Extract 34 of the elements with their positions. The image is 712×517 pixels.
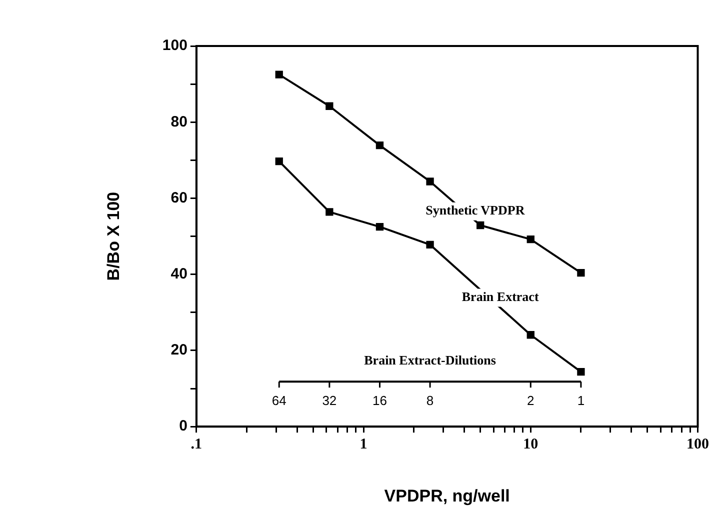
series-label: Brain Extract <box>462 289 540 304</box>
point <box>275 70 283 78</box>
annotation: 64 <box>272 393 286 408</box>
y-tick-label: 60 <box>170 189 188 206</box>
annotation: Brain Extract-Dilutions <box>364 352 496 368</box>
annotation: 1 <box>577 393 585 408</box>
y-tick-label: 20 <box>170 342 188 359</box>
point <box>426 240 434 248</box>
point <box>275 157 283 166</box>
point <box>526 331 534 339</box>
y-tick-label: 100 <box>162 37 188 54</box>
annotation: 2 <box>527 393 534 408</box>
x-axis-title: VPDPR, ng/well <box>384 486 510 506</box>
x-tick-label: 10 <box>523 436 538 452</box>
point <box>326 208 334 216</box>
x-tick-label: 100 <box>686 436 709 452</box>
x-tick-label: .1 <box>190 436 202 452</box>
y-tick-label: 40 <box>170 266 188 282</box>
point <box>476 221 484 230</box>
point <box>376 142 384 150</box>
point <box>376 222 384 231</box>
point <box>326 102 334 110</box>
annotation: 8 <box>426 393 434 408</box>
point <box>577 269 585 277</box>
y-tick-label: 80 <box>170 113 188 130</box>
y-tick-label: 0 <box>179 418 188 435</box>
annotation: 16 <box>372 393 387 408</box>
point <box>426 178 434 186</box>
point <box>526 236 534 244</box>
point <box>577 368 585 376</box>
annotation: 32 <box>322 393 337 408</box>
y-axis-title: B/Bo X 100 <box>104 192 123 281</box>
series-label: Synthetic VPDPR <box>426 202 526 218</box>
x-tick-label: 1 <box>360 436 368 452</box>
